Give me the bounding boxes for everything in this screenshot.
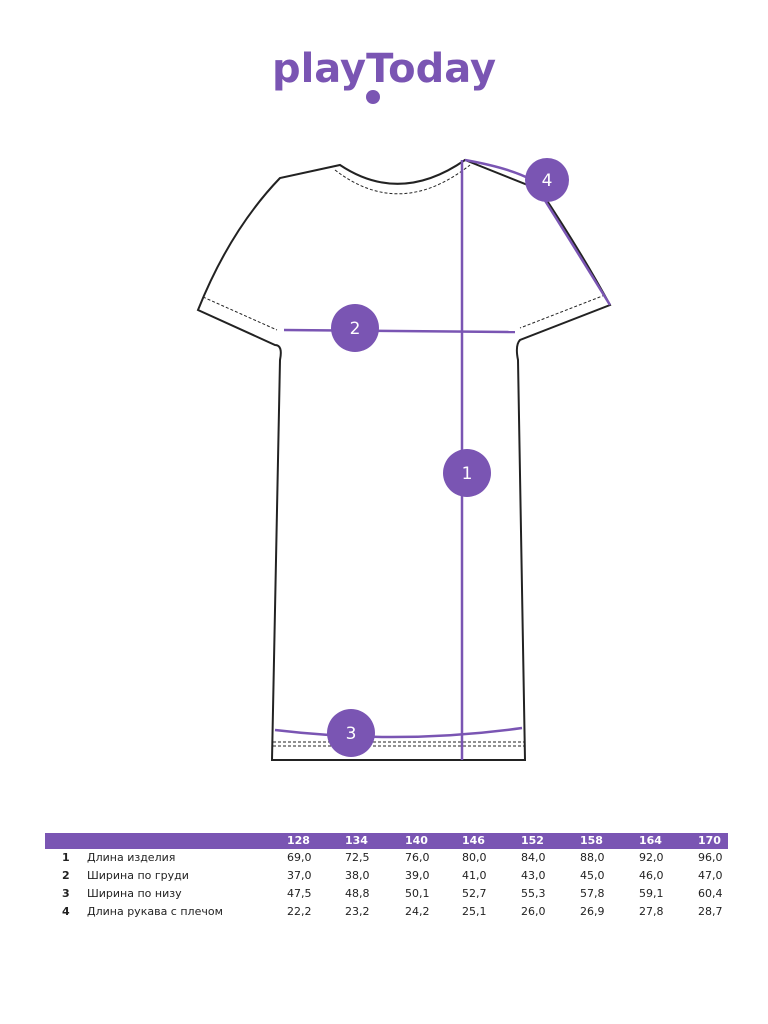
row-value: 88,0 bbox=[580, 851, 605, 864]
marker-3 bbox=[327, 709, 375, 757]
size-header-row: 128 134 140 146 152 158 164 170 bbox=[45, 833, 728, 849]
row-value: 52,7 bbox=[462, 887, 487, 900]
row-value: 69,0 bbox=[287, 851, 312, 864]
brand-logo: playToday bbox=[272, 46, 496, 104]
table-row: 3 Ширина по низу 47,5 48,8 50,1 52,7 55,3 57,8 5… bbox=[45, 885, 728, 903]
logo-text: playToday bbox=[272, 46, 496, 92]
row-value: 39,0 bbox=[405, 869, 430, 882]
marker-2-label: 2 bbox=[350, 319, 361, 339]
row-value: 80,0 bbox=[462, 851, 487, 864]
row-label: Длина рукава с плечом bbox=[87, 905, 223, 918]
row-value: 50,1 bbox=[405, 887, 430, 900]
row-label: Ширина по низу bbox=[87, 887, 182, 900]
row-value: 25,1 bbox=[462, 905, 487, 918]
row-value: 26,9 bbox=[580, 905, 605, 918]
dress-outline bbox=[196, 158, 612, 761]
row-value: 55,3 bbox=[521, 887, 546, 900]
row-value: 76,0 bbox=[405, 851, 430, 864]
marker-3-label: 3 bbox=[346, 724, 357, 744]
size-header-cell: 152 bbox=[521, 834, 544, 847]
size-header-cell: 164 bbox=[639, 834, 662, 847]
row-label: Ширина по груди bbox=[87, 869, 189, 882]
row-label: Длина изделия bbox=[87, 851, 176, 864]
row-value: 48,8 bbox=[345, 887, 370, 900]
size-header-cell: 134 bbox=[345, 834, 368, 847]
table-row: 2 Ширина по груди 37,0 38,0 39,0 41,0 43,0 45,0… bbox=[45, 867, 728, 885]
table-row: 4 Длина рукава с плечом 22,2 23,2 24,2 25,1 26… bbox=[45, 903, 728, 921]
row-number: 4 bbox=[62, 905, 70, 918]
size-header-cell: 146 bbox=[462, 834, 485, 847]
row-value: 22,2 bbox=[287, 905, 312, 918]
size-table: 128 134 140 146 152 158 164 170 1 Длина изделия 6… bbox=[45, 833, 728, 921]
row-value: 60,4 bbox=[698, 887, 723, 900]
row-value: 28,7 bbox=[698, 905, 723, 918]
marker-4-label: 4 bbox=[542, 171, 553, 191]
row-value: 92,0 bbox=[639, 851, 664, 864]
row-value: 46,0 bbox=[639, 869, 664, 882]
logo-dot bbox=[366, 90, 380, 104]
size-header-cell: 170 bbox=[698, 834, 721, 847]
size-header-cell: 158 bbox=[580, 834, 603, 847]
row-value: 47,0 bbox=[698, 869, 723, 882]
row-value: 72,5 bbox=[345, 851, 370, 864]
marker-1-label: 1 bbox=[462, 464, 473, 484]
row-value: 26,0 bbox=[521, 905, 546, 918]
row-value: 27,8 bbox=[639, 905, 664, 918]
row-number: 1 bbox=[62, 851, 70, 864]
size-header-cell: 128 bbox=[287, 834, 310, 847]
dress-diagram: 1 2 3 4 bbox=[196, 158, 612, 761]
row-number: 2 bbox=[62, 869, 70, 882]
row-value: 38,0 bbox=[345, 869, 370, 882]
marker-4 bbox=[525, 158, 569, 202]
row-value: 57,8 bbox=[580, 887, 605, 900]
row-value: 59,1 bbox=[639, 887, 664, 900]
marker-2 bbox=[331, 304, 379, 352]
row-value: 24,2 bbox=[405, 905, 430, 918]
row-value: 47,5 bbox=[287, 887, 312, 900]
row-value: 37,0 bbox=[287, 869, 312, 882]
marker-1 bbox=[443, 449, 491, 497]
measure-lines bbox=[274, 158, 612, 760]
row-value: 23,2 bbox=[345, 905, 370, 918]
row-value: 96,0 bbox=[698, 851, 723, 864]
table-row: 1 Длина изделия 69,0 72,5 76,0 80,0 84,0 88,0 92… bbox=[45, 849, 728, 867]
row-value: 45,0 bbox=[580, 869, 605, 882]
row-value: 84,0 bbox=[521, 851, 546, 864]
row-number: 3 bbox=[62, 887, 70, 900]
row-value: 41,0 bbox=[462, 869, 487, 882]
size-header-cell: 140 bbox=[405, 834, 428, 847]
row-value: 43,0 bbox=[521, 869, 546, 882]
